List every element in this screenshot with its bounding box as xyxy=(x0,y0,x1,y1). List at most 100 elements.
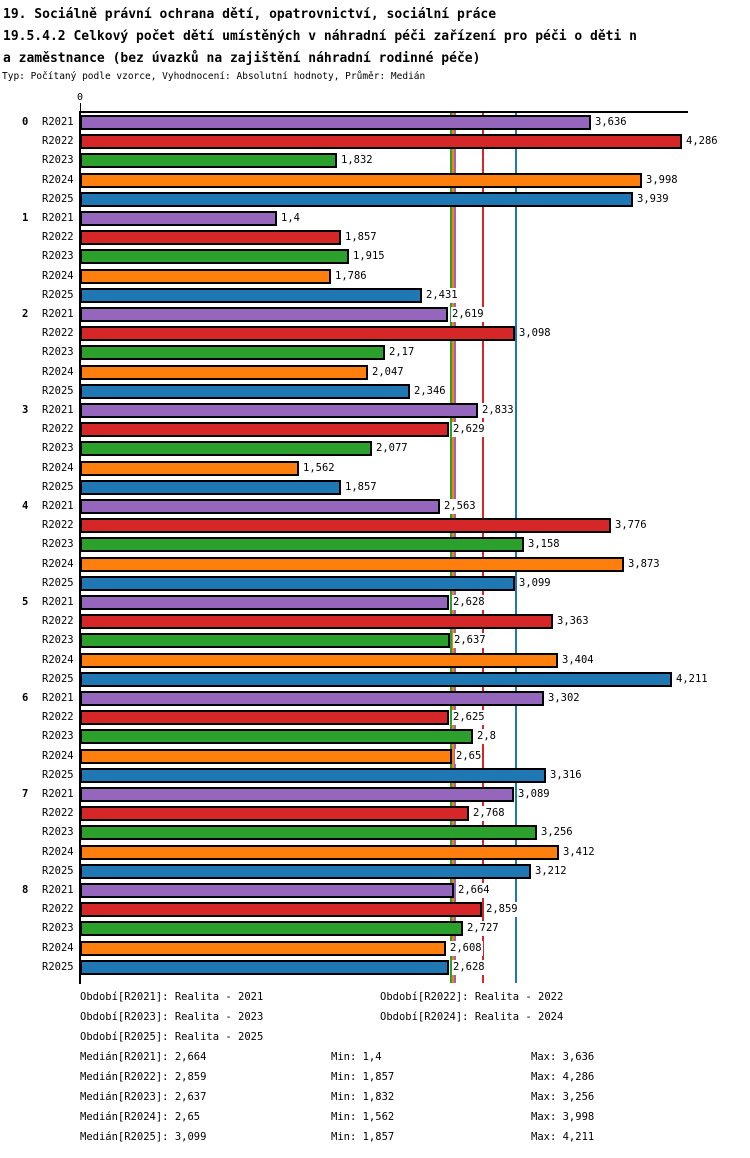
report-title-line1: 19. Sociálně právní ochrana dětí, opatro… xyxy=(3,7,497,22)
bar-value-label: 3,099 xyxy=(518,576,552,591)
bar-r2025-cat-3 xyxy=(80,480,341,495)
series-label: R2022 xyxy=(42,615,74,627)
bar-value-label: 3,158 xyxy=(527,537,561,552)
bar-r2025-cat-0 xyxy=(80,192,633,207)
bar-r2022-cat-8 xyxy=(80,902,482,917)
bar-value-label: 3,256 xyxy=(540,825,574,840)
bar-value-label: 3,873 xyxy=(627,557,661,572)
y-axis-line xyxy=(79,111,81,984)
category-label: 1 xyxy=(22,212,29,224)
bar-r2025-cat-2 xyxy=(80,384,410,399)
stat-median: Medián[R2021]: 2,664 xyxy=(80,1051,207,1063)
series-label: R2023 xyxy=(42,346,74,358)
series-label: R2021 xyxy=(42,308,74,320)
bar-r2021-cat-2 xyxy=(80,307,448,322)
legend-item: Období[R2022]: Realita - 2022 xyxy=(380,991,564,1003)
bar-r2024-cat-7 xyxy=(80,845,559,860)
series-label: R2021 xyxy=(42,596,74,608)
bar-value-label: 2,431 xyxy=(425,288,459,303)
bar-r2025-cat-7 xyxy=(80,864,531,879)
bar-value-label: 2,346 xyxy=(413,384,447,399)
bar-value-label: 2,859 xyxy=(485,902,519,917)
series-label: R2024 xyxy=(42,846,74,858)
bar-value-label: 2,628 xyxy=(452,595,486,610)
series-label: R2024 xyxy=(42,366,74,378)
x-axis-line xyxy=(79,111,688,113)
bar-value-label: 3,363 xyxy=(556,614,590,629)
bar-value-label: 3,212 xyxy=(534,864,568,879)
stat-max: Max: 4,286 xyxy=(531,1071,595,1083)
series-label: R2022 xyxy=(42,711,74,723)
stat-max: Max: 4,211 xyxy=(531,1131,595,1143)
series-label: R2023 xyxy=(42,250,74,262)
bar-r2023-cat-0 xyxy=(80,153,337,168)
bar-value-label: 2,629 xyxy=(452,422,486,437)
series-label: R2021 xyxy=(42,692,74,704)
bar-r2025-cat-6 xyxy=(80,768,546,783)
bar-r2023-cat-7 xyxy=(80,825,537,840)
bar-value-label: 3,636 xyxy=(594,115,628,130)
bar-value-label: 2,637 xyxy=(453,633,487,648)
series-label: R2022 xyxy=(42,807,74,819)
bar-r2024-cat-3 xyxy=(80,461,299,476)
bar-value-label: 3,302 xyxy=(547,691,581,706)
bar-r2025-cat-1 xyxy=(80,288,422,303)
bar-value-label: 2,65 xyxy=(455,749,483,764)
legend-item: Období[R2021]: Realita - 2021 xyxy=(80,991,264,1003)
series-label: R2025 xyxy=(42,961,74,973)
series-label: R2021 xyxy=(42,500,74,512)
bar-value-label: 2,625 xyxy=(452,710,486,725)
category-label: 6 xyxy=(22,692,29,704)
series-label: R2023 xyxy=(42,154,74,166)
series-label: R2023 xyxy=(42,826,74,838)
series-label: R2025 xyxy=(42,385,74,397)
category-label: 4 xyxy=(22,500,29,512)
series-label: R2024 xyxy=(42,270,74,282)
bar-r2021-cat-6 xyxy=(80,691,544,706)
series-label: R2023 xyxy=(42,538,74,550)
bar-r2023-cat-2 xyxy=(80,345,385,360)
bar-value-label: 1,4 xyxy=(280,211,301,226)
legend-item: Období[R2024]: Realita - 2024 xyxy=(380,1011,564,1023)
bar-value-label: 2,628 xyxy=(452,960,486,975)
bar-r2023-cat-4 xyxy=(80,537,524,552)
bar-value-label: 2,563 xyxy=(443,499,477,514)
bar-value-label: 2,077 xyxy=(375,441,409,456)
stat-median: Medián[R2023]: 2,637 xyxy=(80,1091,207,1103)
bar-value-label: 1,857 xyxy=(344,480,378,495)
bar-r2021-cat-8 xyxy=(80,883,454,898)
category-label: 8 xyxy=(22,884,29,896)
stat-median: Medián[R2022]: 2,859 xyxy=(80,1071,207,1083)
category-label: 7 xyxy=(22,788,29,800)
bar-r2022-cat-5 xyxy=(80,614,553,629)
stat-max: Max: 3,998 xyxy=(531,1111,595,1123)
bar-r2024-cat-6 xyxy=(80,749,452,764)
bar-value-label: 2,833 xyxy=(481,403,515,418)
bar-value-label: 3,098 xyxy=(518,326,552,341)
bar-value-label: 3,939 xyxy=(636,192,670,207)
bar-r2024-cat-1 xyxy=(80,269,331,284)
legend-item: Období[R2025]: Realita - 2025 xyxy=(80,1031,264,1043)
bar-value-label: 2,17 xyxy=(388,345,416,360)
report-subtitle: Typ: Počítaný podle vzorce, Vyhodnocení:… xyxy=(2,71,426,82)
bar-value-label: 2,608 xyxy=(449,941,483,956)
bar-r2022-cat-6 xyxy=(80,710,449,725)
bar-value-label: 3,776 xyxy=(614,518,648,533)
bar-r2022-cat-4 xyxy=(80,518,611,533)
legend-item: Období[R2023]: Realita - 2023 xyxy=(80,1011,264,1023)
bar-value-label: 2,768 xyxy=(472,806,506,821)
series-label: R2022 xyxy=(42,423,74,435)
x-axis-zero-tick-label: 0 xyxy=(76,92,84,103)
series-label: R2025 xyxy=(42,193,74,205)
series-label: R2024 xyxy=(42,942,74,954)
series-label: R2022 xyxy=(42,327,74,339)
series-label: R2021 xyxy=(42,404,74,416)
bar-value-label: 1,832 xyxy=(340,153,374,168)
series-label: R2021 xyxy=(42,212,74,224)
series-label: R2025 xyxy=(42,673,74,685)
bar-r2021-cat-4 xyxy=(80,499,440,514)
series-label: R2022 xyxy=(42,135,74,147)
series-label: R2021 xyxy=(42,788,74,800)
bar-r2025-cat-4 xyxy=(80,576,515,591)
series-label: R2025 xyxy=(42,865,74,877)
